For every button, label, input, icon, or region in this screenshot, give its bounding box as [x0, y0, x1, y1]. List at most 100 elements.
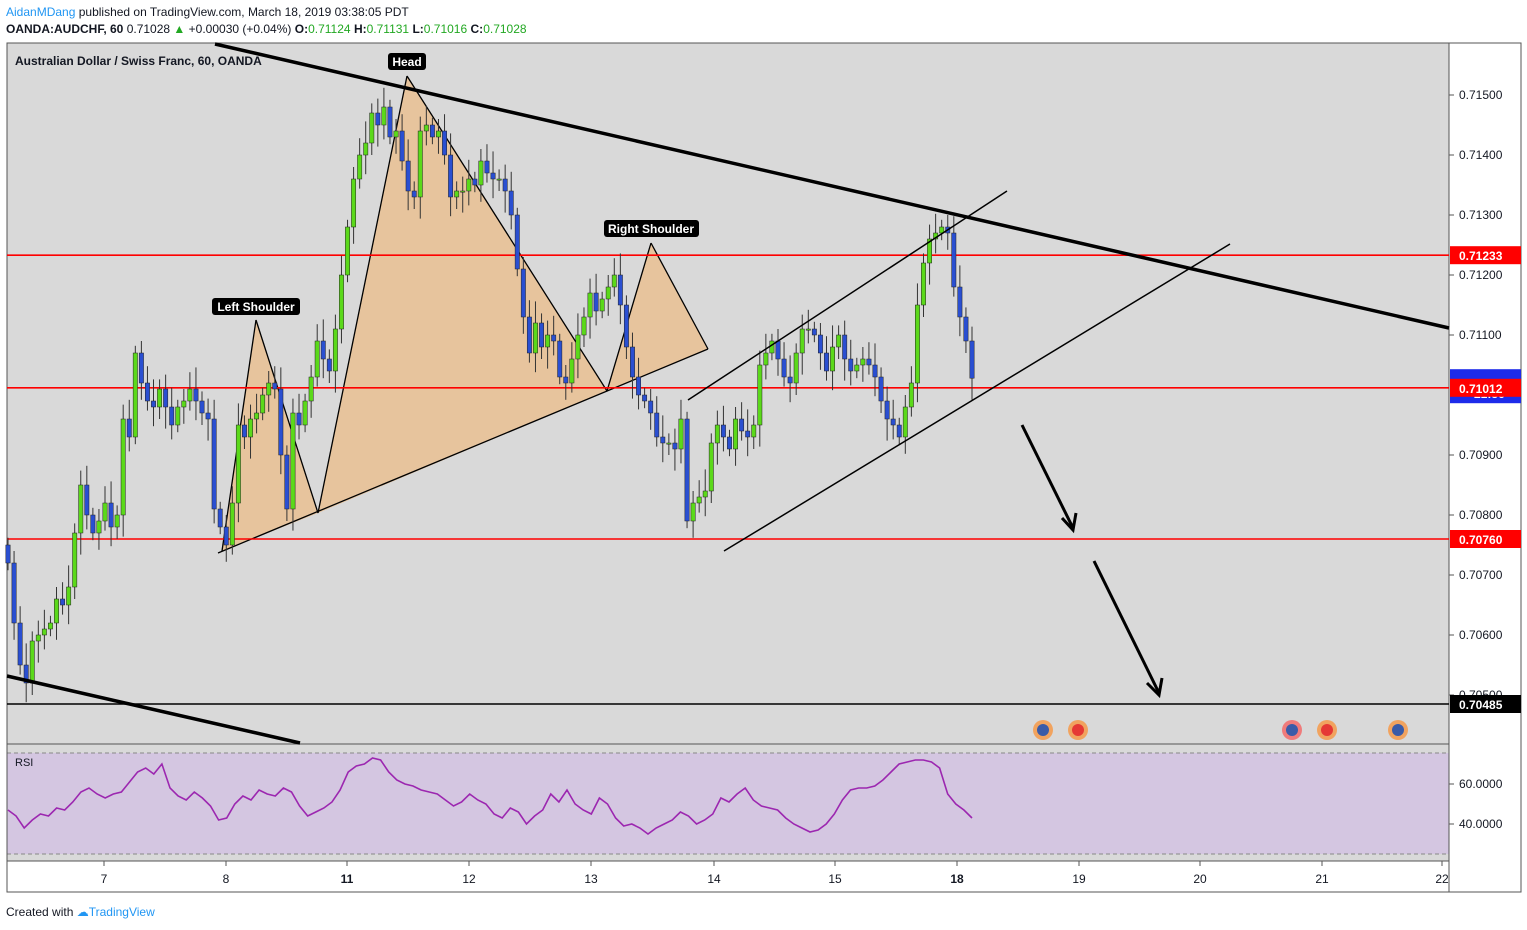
candle	[581, 316, 587, 336]
candle	[436, 130, 441, 138]
candle	[235, 424, 241, 504]
low-label: L:	[412, 22, 424, 36]
candle	[860, 358, 866, 366]
candle	[423, 124, 429, 132]
candle	[884, 400, 890, 420]
time-tick-label: 21	[1315, 872, 1329, 886]
descending-trendline[interactable]	[214, 42, 1450, 330]
candle	[138, 352, 144, 384]
time-tick-label: 12	[462, 872, 476, 886]
high-label: H:	[353, 22, 367, 36]
candle	[617, 274, 623, 306]
candle	[569, 358, 575, 384]
time-tick-label: 7	[101, 872, 108, 886]
main-pane-background	[7, 43, 1449, 744]
footer: Created with ☁TradingView	[6, 905, 155, 919]
time-tick-label: 22	[1435, 872, 1449, 886]
time-tick-label: 11	[341, 872, 354, 886]
down-arrow-icon	[1092, 560, 1164, 699]
candle	[593, 292, 599, 312]
candle	[708, 442, 714, 492]
candle	[326, 358, 332, 372]
head-shape	[318, 76, 607, 513]
candle	[842, 334, 848, 360]
candle	[866, 358, 872, 366]
candle	[442, 130, 447, 156]
candle	[217, 508, 223, 528]
close-label: C:	[470, 22, 484, 36]
candle	[490, 172, 496, 180]
candle	[793, 352, 799, 384]
candle	[872, 364, 878, 378]
candle	[375, 112, 381, 126]
candle	[702, 490, 708, 498]
candle	[199, 400, 205, 414]
events-row[interactable]	[1033, 720, 1408, 740]
candle	[830, 346, 835, 372]
tradingview-link[interactable]: TradingView	[88, 905, 155, 919]
candle	[478, 160, 484, 186]
head-label-text: Head	[392, 55, 421, 69]
candle	[54, 598, 59, 624]
candle	[666, 442, 672, 445]
candle	[520, 268, 526, 318]
candle	[539, 322, 544, 348]
candle	[102, 502, 108, 522]
candle	[466, 178, 472, 192]
candle	[963, 316, 969, 342]
support-lines	[7, 254, 1449, 705]
left-shoulder-label: Left Shoulder	[212, 298, 300, 315]
candle	[405, 160, 411, 192]
head-label: Head	[388, 53, 426, 70]
time-tick-label: 13	[584, 872, 598, 886]
channel-upper-line[interactable]	[687, 190, 1008, 401]
candle	[163, 388, 169, 408]
candle	[302, 400, 308, 426]
rsi-tick-label: 40.0000	[1459, 817, 1503, 831]
candle	[908, 382, 914, 408]
low-value: 0.71016	[423, 22, 468, 36]
candle	[854, 364, 860, 372]
rsi-band	[7, 753, 1449, 854]
candle	[902, 406, 908, 438]
price-level-tag	[1450, 530, 1521, 548]
candle	[557, 340, 563, 378]
candle	[181, 400, 187, 408]
candle	[41, 628, 47, 636]
candle	[957, 286, 963, 318]
candle	[575, 334, 581, 360]
candle	[514, 214, 520, 270]
left-shoulder-label-text: Left Shoulder	[217, 300, 295, 314]
candle	[169, 406, 175, 426]
candle	[72, 532, 78, 588]
candle	[545, 334, 551, 348]
candle	[23, 664, 29, 684]
author-link[interactable]: AidanMDang	[6, 5, 76, 19]
high-value: 0.71131	[366, 22, 410, 36]
candle	[357, 154, 363, 180]
tradingview-logo-icon[interactable]: ☁	[76, 905, 89, 919]
candle	[623, 304, 629, 348]
candle	[126, 418, 132, 438]
candle	[132, 352, 138, 438]
lower-trendline[interactable]	[6, 674, 301, 745]
candle	[878, 376, 884, 402]
rsi-label: RSI	[15, 757, 33, 769]
candle	[211, 418, 217, 510]
candle	[284, 454, 290, 510]
channel-lower-line[interactable]	[723, 243, 1231, 552]
candle	[387, 106, 393, 138]
candle	[272, 382, 278, 390]
price-level-tag-text: 0.71012	[1459, 382, 1503, 396]
rsi-line	[7, 757, 973, 835]
candle	[769, 340, 775, 354]
published-text: published on TradingView.com, March 18, …	[78, 5, 409, 19]
price-tick-label: 0.71400	[1459, 148, 1503, 162]
right-shoulder-label-text: Right Shoulder	[608, 222, 694, 236]
price-tick-label: 0.71100	[1459, 328, 1502, 342]
candle	[78, 484, 84, 534]
candle	[11, 562, 17, 624]
candle	[727, 436, 732, 450]
